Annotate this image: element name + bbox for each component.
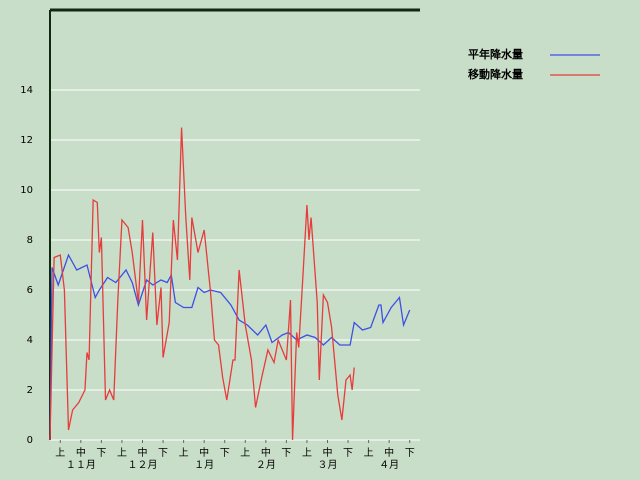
x-tick-label: 中	[138, 446, 148, 459]
x-tick-label: 下	[220, 448, 230, 459]
x-tick-label: 下	[158, 448, 168, 459]
x-tick-label: 中	[323, 446, 333, 459]
month-label: １月	[194, 459, 214, 471]
x-tick-label: 中	[199, 446, 209, 459]
x-tick-label: 下	[405, 448, 415, 459]
x-tick-label: 上	[240, 447, 250, 459]
month-label: ２月	[256, 459, 276, 471]
y-tick-label: 12	[20, 135, 33, 146]
y-tick-label: 4	[27, 335, 33, 346]
x-tick-label: 中	[384, 446, 394, 459]
month-label: １１月	[66, 459, 96, 471]
x-tick-label: 上	[55, 447, 65, 459]
y-tick-label: 6	[27, 285, 33, 296]
x-tick-label: 上	[364, 447, 374, 459]
x-tick-label: 中	[76, 446, 86, 459]
x-tick-label: 下	[96, 448, 106, 459]
x-tick-label: 上	[179, 447, 189, 459]
x-tick-label: 下	[343, 448, 353, 459]
x-tick-label: 中	[261, 446, 271, 459]
x-tick-label: 上	[302, 447, 312, 459]
x-tick-label: 上	[117, 447, 127, 459]
legend-label: 移動降水量	[468, 67, 523, 81]
y-tick-label: 10	[20, 185, 33, 196]
month-label: ４月	[379, 459, 399, 471]
y-tick-label: 0	[27, 435, 33, 446]
month-label: １２月	[128, 459, 158, 471]
y-tick-label: 14	[20, 85, 33, 96]
series-line	[49, 253, 411, 441]
month-label: ３月	[318, 459, 338, 471]
legend-label: 平年降水量	[468, 47, 523, 61]
y-tick-label: 8	[27, 235, 33, 246]
x-tick-label: 下	[281, 448, 291, 459]
series-line	[49, 127, 355, 441]
y-tick-label: 2	[27, 385, 33, 396]
